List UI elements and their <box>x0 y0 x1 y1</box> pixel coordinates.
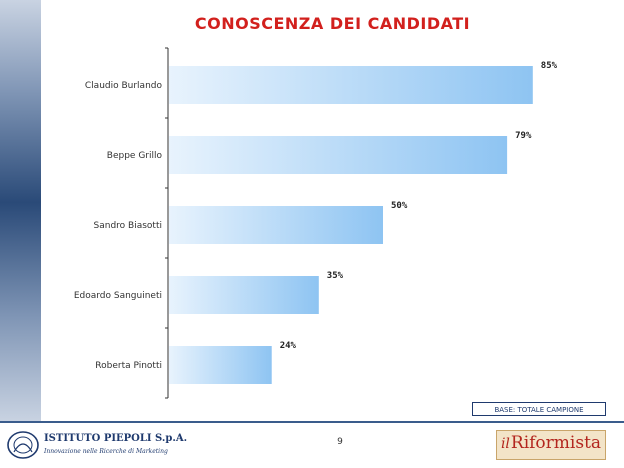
category-label: Roberta Pinotti <box>95 361 162 371</box>
institute-name: ISTITUTO PIEPOLI S.p.A. <box>44 433 188 444</box>
bar-claudio-burlando <box>169 66 533 104</box>
value-label: 50% <box>391 201 408 211</box>
piepoli-emblem-icon <box>7 431 39 459</box>
newspaper-logo-name: Riformista <box>510 433 602 453</box>
bar-edoardo-sanguineti <box>169 276 319 314</box>
category-label: Sandro Biasotti <box>94 221 162 231</box>
bar-sandro-biasotti <box>169 206 383 244</box>
value-label: 35% <box>327 271 344 281</box>
bar-beppe-grillo <box>169 136 508 174</box>
value-label: 85% <box>541 61 558 71</box>
value-label: 24% <box>280 341 297 351</box>
value-label: 79% <box>515 131 532 141</box>
footer-divider <box>0 421 624 423</box>
page-number: 9 <box>337 437 343 447</box>
chart-title: CONOSCENZA DEI CANDIDATI <box>194 14 471 33</box>
category-label: Beppe Grillo <box>107 151 163 161</box>
newspaper-logo-prefix: il <box>500 436 510 452</box>
institute-tagline: Innovazione nelle Ricerche di Marketing <box>44 448 168 455</box>
base-note: BASE: TOTALE CAMPIONE <box>472 402 606 416</box>
category-label: Edoardo Sanguineti <box>74 291 162 301</box>
category-label: Claudio Burlando <box>85 81 163 91</box>
institute-logo: ISTITUTO PIEPOLI S.p.A. Innovazione nell… <box>6 428 206 464</box>
side-gradient-band <box>0 0 41 422</box>
bar-roberta-pinotti <box>169 346 272 384</box>
newspaper-logo: il Riformista <box>496 430 606 460</box>
